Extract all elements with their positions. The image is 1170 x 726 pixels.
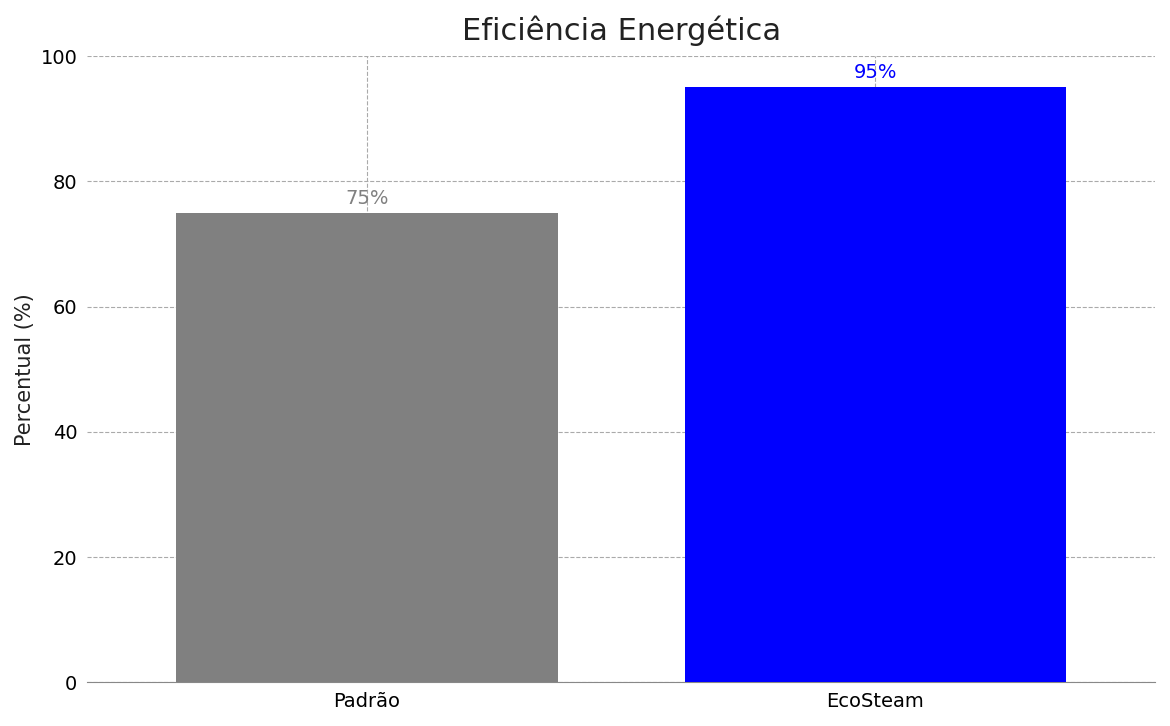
Text: 75%: 75% [345,189,388,208]
Bar [177,213,558,682]
Title: Eficiência Energética: Eficiência Energética [461,15,780,46]
Bar [684,87,1066,682]
Y-axis label: Percentual (%): Percentual (%) [15,293,35,446]
Text: 95%: 95% [854,63,897,83]
